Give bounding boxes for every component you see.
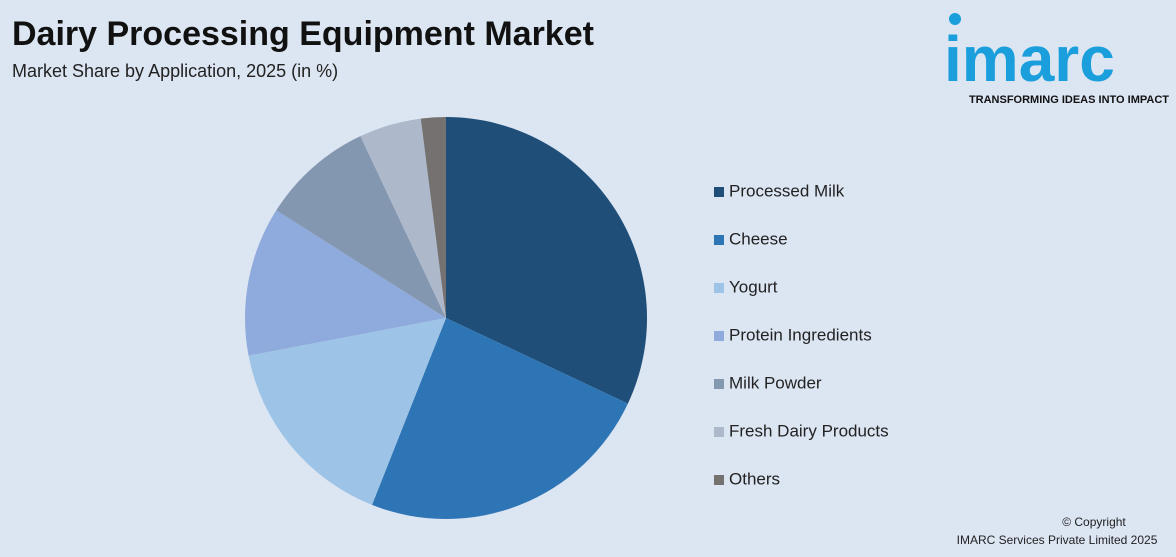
pie-slice xyxy=(248,318,446,505)
legend-label: Processed Milk xyxy=(729,181,845,200)
legend-swatch xyxy=(714,427,724,437)
pie-slice xyxy=(360,118,446,318)
pie-slice xyxy=(420,117,446,318)
legend-swatch xyxy=(714,235,724,245)
legend-label: Yogurt xyxy=(729,277,778,296)
logo-dot xyxy=(949,13,961,25)
pie-slice xyxy=(446,117,647,404)
pie-slice xyxy=(372,318,628,519)
legend-swatch xyxy=(714,475,724,485)
legend-label: Protein Ingredients xyxy=(729,325,872,344)
legend-label: Milk Powder xyxy=(729,373,822,392)
legend-swatch xyxy=(714,379,724,389)
legend-swatch xyxy=(714,187,724,197)
legend-label: Cheese xyxy=(729,229,788,248)
pie-slice xyxy=(276,136,446,318)
pie-slice xyxy=(245,210,446,356)
legend-swatch xyxy=(714,283,724,293)
legend-label: Others xyxy=(729,469,780,488)
chart-title: Dairy Processing Equipment Market xyxy=(12,15,594,53)
logo-tagline: TRANSFORMING IDEAS INTO IMPACT xyxy=(969,94,1169,106)
logo: imarc xyxy=(944,23,1115,95)
legend-label: Fresh Dairy Products xyxy=(729,421,889,440)
company: IMARC Services Private Limited 2025 xyxy=(957,533,1158,547)
chart-subtitle: Market Share by Application, 2025 (in %) xyxy=(12,61,338,81)
legend-swatch xyxy=(714,331,724,341)
copyright: © Copyright xyxy=(1062,515,1126,529)
